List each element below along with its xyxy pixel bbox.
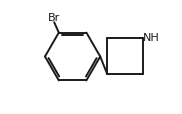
Text: Br: Br <box>48 13 60 22</box>
Text: NH: NH <box>143 33 160 43</box>
